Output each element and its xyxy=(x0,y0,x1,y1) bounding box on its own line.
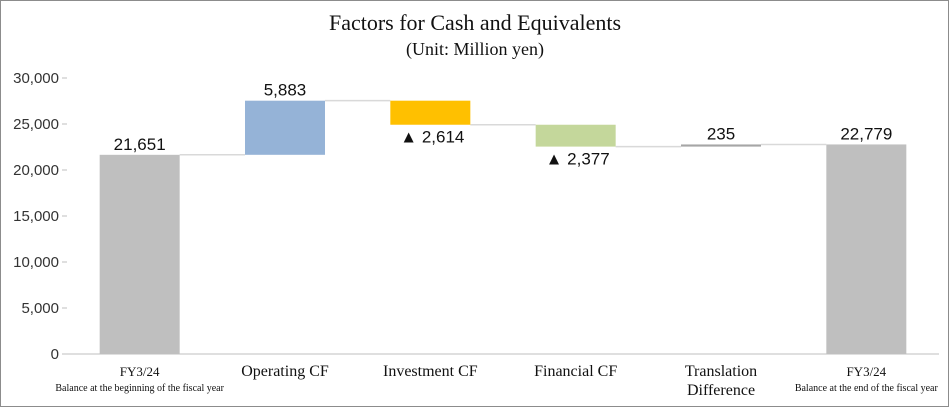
y-tick-label: 10,000 xyxy=(13,254,59,271)
x-axis-categories: FY3/24 Balance at the beginning of the fi… xyxy=(55,363,938,399)
category-sublabel: Balance at the end of the fiscal year xyxy=(795,383,939,394)
category-label: Operating CF xyxy=(241,363,329,380)
connectors xyxy=(179,99,827,156)
bar-increase xyxy=(681,144,761,147)
category-label: Financial CF xyxy=(534,363,617,380)
y-tick-label: 30,000 xyxy=(13,70,59,87)
category-label: Translation xyxy=(685,363,757,380)
bars xyxy=(99,100,907,354)
data-label: 22,779 xyxy=(840,124,892,143)
y-tick-label: 20,000 xyxy=(13,162,59,179)
bar-total xyxy=(826,144,907,354)
data-label: 5,883 xyxy=(264,81,307,100)
data-label: 235 xyxy=(707,124,735,143)
category-label: FY3/24 xyxy=(120,364,160,379)
bar-total xyxy=(99,154,180,354)
y-tick-label: 5,000 xyxy=(21,300,59,317)
bar-decrease xyxy=(390,100,471,125)
chart-title: Factors for Cash and Equivalents xyxy=(329,10,621,35)
data-label: ▲ 2,377 xyxy=(546,150,610,169)
y-tick-label: 15,000 xyxy=(13,208,59,225)
data-labels: 21,651 5,883 ▲ 2,614 ▲ 2,377 235 22,779 xyxy=(114,81,893,169)
category-sublabel: Balance at the beginning of the fiscal y… xyxy=(55,383,224,394)
y-tick-label: 25,000 xyxy=(13,116,59,133)
category-sublabel: Difference xyxy=(687,382,755,399)
category-label: FY3/24 xyxy=(846,364,886,379)
chart-subtitle: (Unit: Million yen) xyxy=(406,39,544,60)
data-label: ▲ 2,614 xyxy=(400,128,464,147)
bar-decrease xyxy=(535,124,616,147)
data-label: 21,651 xyxy=(114,135,166,154)
category-label: Investment CF xyxy=(383,363,478,380)
y-tick-label: 0 xyxy=(51,346,59,363)
y-axis: 0 5,000 10,000 15,000 20,000 25,000 30,000 xyxy=(13,70,939,363)
bar-increase xyxy=(245,100,325,155)
